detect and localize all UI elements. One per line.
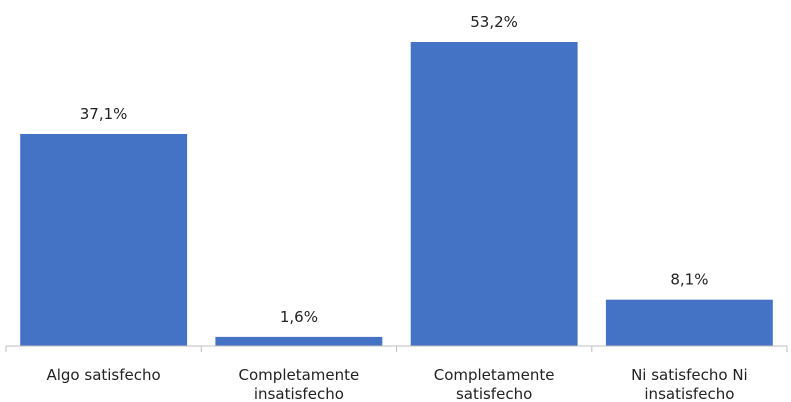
category-label: satisfecho — [456, 385, 532, 402]
bar — [605, 299, 773, 346]
category-label: Completamente — [239, 366, 360, 384]
x-axis-ticks-group — [5, 346, 788, 352]
data-label: 1,6% — [280, 308, 318, 326]
category-label: insatisfecho — [254, 385, 344, 402]
value-labels-group: 37,1% 1,6% 53,2% 8,1% — [80, 13, 709, 326]
bar — [215, 336, 383, 346]
bar — [410, 42, 578, 346]
category-label: Algo satisfecho — [46, 366, 160, 384]
bars-group — [20, 42, 773, 346]
data-label: 8,1% — [670, 271, 708, 289]
data-label: 37,1% — [80, 105, 128, 123]
data-label: 53,2% — [470, 13, 518, 31]
category-labels-group: Algo satisfecho Completamenteinsatisfecho… — [46, 366, 747, 402]
bar — [20, 134, 188, 346]
category-label: Completamente — [434, 366, 555, 384]
category-label: insatisfecho — [644, 385, 734, 402]
category-label: Ni satisfecho Ni — [631, 366, 748, 384]
